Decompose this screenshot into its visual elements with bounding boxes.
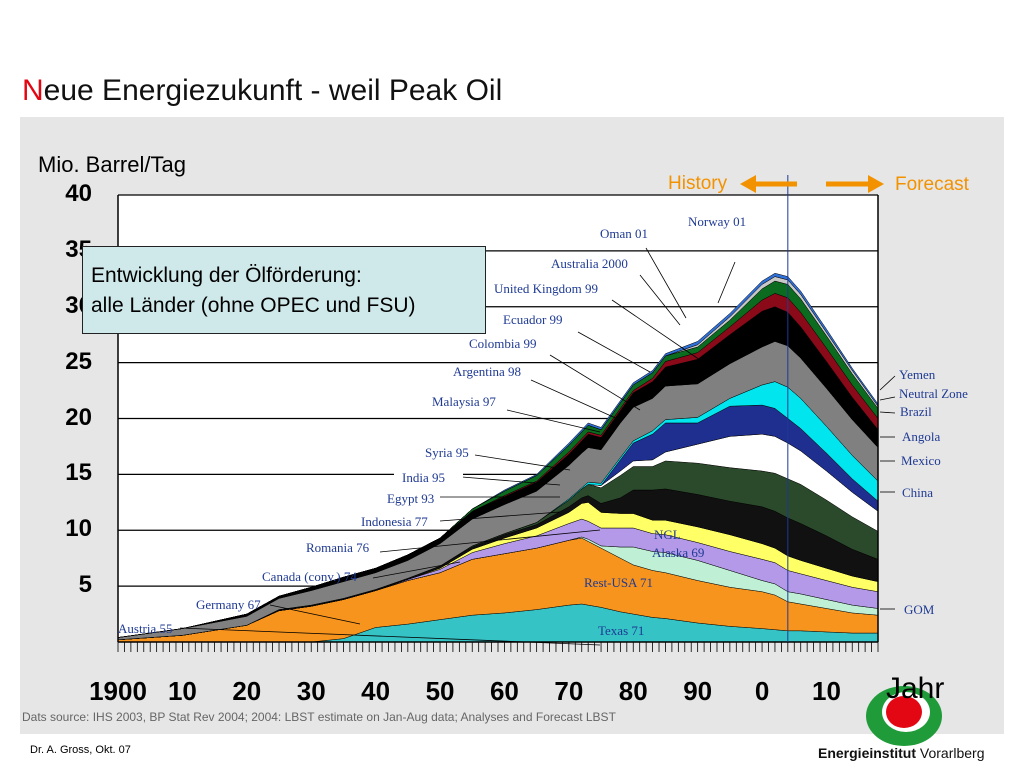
annotation-leader [474,454,571,471]
source-note: Dats source: IHS 2003, BP Stat Rev 2004;… [22,710,616,724]
title-rest: eue Energiezukunft - weil Peak Oil [43,74,503,107]
annotation-label: Romania 76 [306,540,370,555]
annotation-label: Rest-USA 71 [584,575,653,590]
annotation-leader [179,627,601,646]
annotation-label: Mexico [901,453,941,468]
annotation-leader [879,411,896,414]
logo-normal: Vorarlberg [919,745,985,761]
annotation-label: Indonesia 77 [361,514,428,529]
annotation-label: Alaska 69 [652,545,705,560]
annotation-label: Texas 71 [598,623,645,638]
title-first-letter: N [22,74,44,107]
chart-areas [117,272,879,643]
annotation-label: Germany 67 [196,597,261,612]
annotation-leader [611,299,701,361]
annotation-leader [645,247,687,319]
annotation-label: Austria 55 [118,621,173,636]
annotation-label: Angola [902,429,941,444]
info-line-2: alle Länder (ohne OPEC und FSU) [91,294,416,317]
annotation-label: Syria 95 [425,445,469,460]
x-tick-label: 40 [361,676,391,706]
x-tick-label: 10 [167,676,197,706]
x-tick-label: 50 [425,676,455,706]
annotation-leader [372,561,461,579]
x-tick-label: 90 [683,676,713,706]
annotation-label: China [902,485,934,500]
forecast-label: Forecast [895,174,969,195]
x-tick-label: 0 [754,676,770,706]
annotation-leader [269,604,361,625]
annotation-label: Oman 01 [600,226,649,241]
y-axis-label: Mio. Barrel/Tag [38,152,186,177]
history-label: History [668,173,728,194]
history-forecast-arrows [740,175,884,193]
annotation-label: Canada (conv.) 74 [262,569,357,584]
annotation-label: Australia 2000 [551,256,628,271]
annotation-label: Neutral Zone [899,386,968,401]
annotation-label: Yemen [899,367,936,382]
info-box: Entwicklung der Ölförderung: alle Länder… [82,246,486,334]
annotation-leader [879,396,896,401]
y-tick-label: 15 [65,459,92,487]
x-tick-label: 70 [554,676,584,706]
x-tick-label: 80 [618,676,648,706]
annotation-leader [717,261,736,304]
annotation-label: Argentina 98 [453,364,521,379]
x-tick-label: 1900 [89,676,147,706]
annotation-label: Colombia 99 [469,336,537,351]
annotation-leader [530,379,621,421]
y-tick-label: 5 [78,571,92,599]
info-line-1: Entwicklung der Ölförderung: [91,264,362,287]
annotation-leader [461,476,561,486]
x-tick-label: 60 [489,676,519,706]
annotation-label: Ecuador 99 [503,312,563,327]
annotation-label: NGL [654,527,681,542]
annotation-leader [639,274,681,326]
x-tick-label: 20 [232,676,262,706]
author-note: Dr. A. Gross, Okt. 07 [30,744,131,756]
annotation-leader [506,409,601,433]
logo-text: Energieinstitut Vorarlberg [818,745,985,761]
y-tick-label: 40 [65,180,92,207]
annotation-leader [879,375,896,391]
y-tick-label: 25 [65,347,92,375]
x-tick-label: 10 [812,676,841,706]
annotation-leader [549,354,641,411]
annotation-label: United Kingdom 99 [494,281,598,296]
logo-mark [866,686,942,746]
x-tick-label: 30 [296,676,326,706]
forecast-arrow-head [868,175,884,193]
annotation-label: Egypt 93 [387,491,435,506]
annotation-label: Norway 01 [688,214,747,229]
history-arrow-head [740,175,756,193]
annotation-leader [439,511,561,522]
annotation-leaders [179,247,896,646]
annotation-label: Malaysia 97 [432,394,496,409]
annotation-label: Brazil [900,404,932,419]
logo-bold: Energieinstitut [818,745,917,761]
y-tick-label: 10 [65,515,92,543]
page-title: Neue Energiezukunft - weil Peak Oil [22,74,502,108]
annotation-label: GOM [904,602,935,617]
x-axis-name: Jahr [886,672,945,705]
logo-red-core [886,696,922,728]
y-tick-label: 20 [65,403,92,431]
annotation-leader [577,331,651,373]
annotation-label: India 95 [394,468,463,488]
annotation-leader [379,529,601,553]
